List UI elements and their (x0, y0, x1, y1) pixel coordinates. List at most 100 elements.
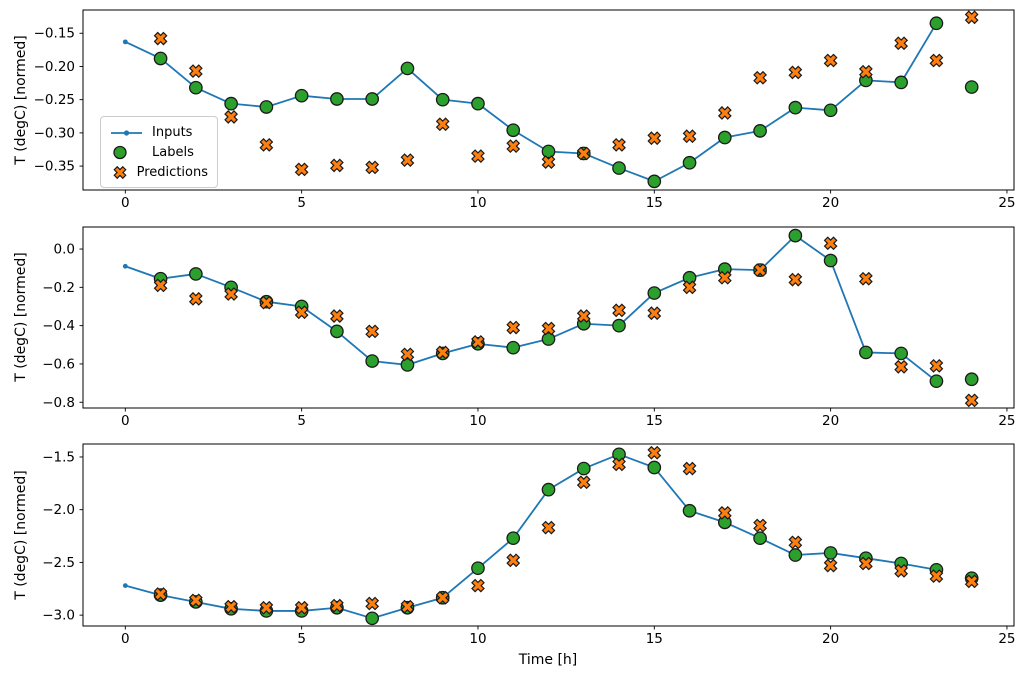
subplot-1: 0 5 10 15 20 25 0.0 −0.2 −0.4 −0.6 −0.8 (42, 226, 1016, 429)
y-tick-label: −2.0 (42, 502, 75, 518)
axes-box-2 (82, 443, 1015, 627)
x-tick-label: 5 (297, 195, 306, 211)
x-tick-label: 15 (646, 195, 663, 211)
prediction-point (717, 106, 732, 120)
x-tick-label: 10 (469, 631, 486, 647)
prediction-point (506, 553, 521, 568)
prediction-point (153, 587, 168, 601)
label-point (823, 103, 838, 118)
legend-label-labels: Labels (152, 145, 194, 160)
subplot-0: 0 5 10 15 20 25 −0.15 −0.20 −0.25 −0.30 −0.35 (34, 9, 1016, 211)
prediction-point (400, 153, 415, 168)
prediction-point (259, 600, 274, 615)
prediction-point (753, 263, 767, 277)
label-point (753, 531, 767, 546)
prediction-point (576, 309, 591, 323)
predictions-x-icon (113, 165, 127, 180)
prediction-point (541, 155, 556, 169)
prediction-point (753, 70, 767, 85)
prediction-point (188, 64, 203, 79)
prediction-point (858, 271, 873, 286)
prediction-point (153, 31, 168, 46)
prediction-point (823, 236, 838, 251)
y-tick-label: −0.4 (42, 318, 75, 334)
prediction-point (894, 563, 909, 578)
prediction-point (717, 505, 732, 520)
label-point (506, 531, 521, 546)
prediction-point (224, 287, 239, 301)
label-point (647, 174, 662, 189)
label-point (506, 123, 521, 138)
prediction-point (541, 520, 556, 535)
inputs-line (125, 234, 937, 382)
prediction-point (858, 64, 873, 79)
label-point (823, 546, 838, 560)
label-point (964, 80, 979, 94)
prediction-point (788, 272, 803, 287)
label-point (612, 447, 626, 462)
prediction-point (964, 393, 979, 408)
input-point (122, 39, 128, 45)
prediction-point (647, 306, 662, 321)
axes-box-1 (82, 226, 1015, 409)
label-point (365, 354, 380, 368)
y-tick-label: −0.2 (42, 280, 75, 296)
prediction-point (541, 321, 556, 336)
x-tick-label: 20 (822, 195, 839, 211)
y-tick-label: −1.5 (42, 449, 75, 465)
prediction-point (823, 53, 838, 68)
prediction-point (788, 65, 803, 80)
label-point (929, 16, 944, 31)
prediction-point (153, 278, 168, 293)
prediction-point (259, 295, 274, 310)
y-tick-label: −0.6 (42, 356, 75, 372)
label-point (330, 92, 344, 106)
legend-label-inputs: Inputs (152, 125, 193, 140)
prediction-point (929, 358, 944, 373)
prediction-point (576, 146, 591, 161)
prediction-point (612, 137, 626, 152)
label-point (612, 161, 626, 175)
legend-item-predictions: Predictions (110, 164, 208, 181)
prediction-point (929, 53, 944, 68)
legend-label-predictions: Predictions (136, 165, 208, 180)
x-tick-label: 5 (297, 413, 306, 429)
label-point (224, 96, 238, 111)
prediction-point (682, 129, 697, 144)
label-point (365, 92, 380, 106)
y-tick-label: −3.0 (42, 608, 75, 624)
subplot-2: 0 5 10 15 20 25 −1.5 −2.0 −2.5 −3.0 (42, 443, 1016, 647)
prediction-point (788, 535, 803, 550)
prediction-point (294, 600, 309, 615)
label-point (682, 155, 697, 170)
label-point (788, 548, 803, 562)
legend: Inputs Labels Predictions (100, 116, 218, 188)
label-point (576, 461, 591, 476)
label-point (541, 482, 556, 497)
inputs-line-dot-icon (111, 129, 142, 136)
label-point (506, 340, 521, 355)
label-point (717, 130, 732, 145)
input-point (122, 583, 128, 589)
label-point (153, 51, 168, 66)
subplot-0-ylabel: T (degC) [normed] (13, 35, 29, 165)
x-tick-label: 20 (822, 631, 839, 647)
label-point (894, 75, 909, 90)
prediction-point (435, 345, 450, 360)
x-tick-label: 10 (469, 413, 486, 429)
inputs-line (124, 22, 938, 183)
label-point (894, 346, 909, 361)
y-tick-label: 0.0 (54, 242, 75, 258)
y-tick-label: −0.20 (34, 59, 75, 75)
label-point (753, 124, 767, 138)
label-point (647, 286, 662, 300)
x-tick-label: 25 (998, 631, 1015, 647)
y-tick-label: −0.8 (42, 395, 75, 411)
label-point (365, 611, 380, 626)
prediction-point (964, 574, 979, 589)
prediction-point (682, 461, 697, 476)
label-point (647, 460, 662, 475)
label-point (859, 345, 873, 360)
